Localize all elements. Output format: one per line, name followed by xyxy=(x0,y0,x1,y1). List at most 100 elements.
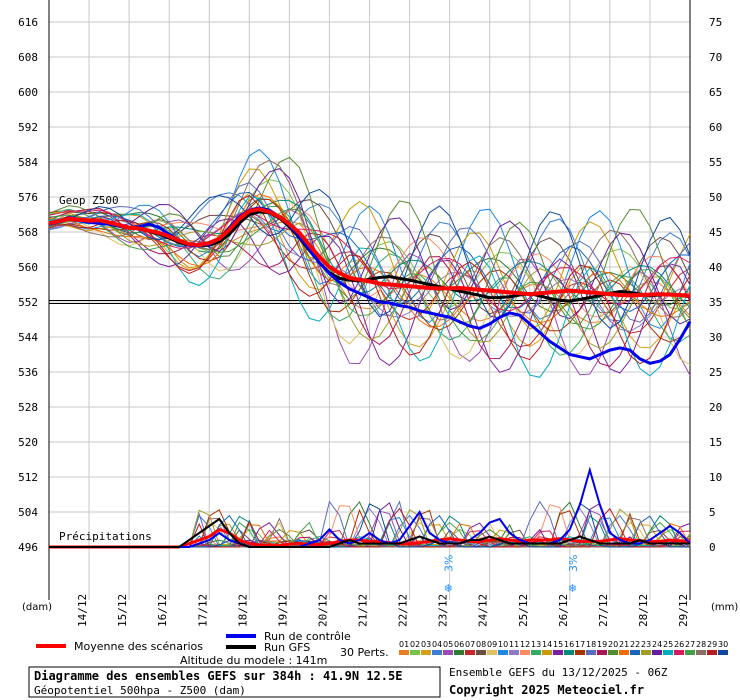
pert-line xyxy=(48,207,691,367)
y-left-tick-label: 568 xyxy=(18,226,38,239)
pert-swatch xyxy=(531,650,541,655)
y-left-tick-label: 496 xyxy=(18,541,38,554)
x-tick-label: 14/12 xyxy=(76,594,89,627)
pert-number: 19 xyxy=(597,640,607,649)
pert-line xyxy=(48,168,691,325)
pert-number: 15 xyxy=(553,640,563,649)
pert-swatch xyxy=(718,650,728,655)
legend-control: Run de contrôle xyxy=(264,630,351,643)
y-left-tick-label: 608 xyxy=(18,51,38,64)
x-tick-label: 29/12 xyxy=(677,594,690,627)
y-left-tick-label: 544 xyxy=(18,331,38,344)
x-tick-label: 22/12 xyxy=(397,594,410,627)
pert-swatch xyxy=(696,650,706,655)
pert-swatch xyxy=(608,650,618,655)
y-left-tick-label: 528 xyxy=(18,401,38,414)
x-tick-label: 26/12 xyxy=(557,594,570,627)
pert-line xyxy=(48,159,691,321)
x-tick-label: 15/12 xyxy=(116,594,129,627)
pert-number: 30 xyxy=(718,640,728,649)
x-tick-label: 18/12 xyxy=(236,594,249,627)
pert-swatch xyxy=(399,650,409,655)
pert-line xyxy=(48,188,691,329)
pert-swatch xyxy=(641,650,651,655)
pert-swatch xyxy=(487,650,497,655)
pert-swatch xyxy=(564,650,574,655)
pert-number: 20 xyxy=(608,640,618,649)
pert-number: 04 xyxy=(432,640,442,649)
run-info: Ensemble GEFS du 13/12/2025 - 06Z xyxy=(449,666,668,679)
pert-number: 08 xyxy=(476,640,486,649)
snow-percent-label: 3% xyxy=(443,555,456,572)
y-left-tick-label: 560 xyxy=(18,261,38,274)
pert-line xyxy=(48,219,691,349)
pert-number: 03 xyxy=(421,640,431,649)
series-line xyxy=(48,206,692,365)
precip-label: Précipitations xyxy=(59,530,152,543)
y-left-tick-label: 512 xyxy=(18,471,38,484)
y-left-tick-label: 504 xyxy=(18,506,38,519)
x-tick-label: 23/12 xyxy=(437,594,450,627)
pert-line xyxy=(48,195,691,378)
y-left-tick-label: 584 xyxy=(18,156,38,169)
snowflake-icon: ❄ xyxy=(568,582,577,595)
y-right-tick-label: 15 xyxy=(709,436,722,449)
pert-number: 07 xyxy=(465,640,475,649)
x-tick-label: 17/12 xyxy=(196,594,209,627)
y-left-tick-label: 576 xyxy=(18,191,38,204)
pert-swatch xyxy=(509,650,519,655)
pert-number: 09 xyxy=(487,640,497,649)
left-axis-ticks: 616 608 600 592 584 576 568 560 552 544 536 528 520 5… xyxy=(18,16,38,554)
pert-line xyxy=(48,156,691,325)
y-right-tick-label: 0 xyxy=(709,541,716,554)
pert-number: 17 xyxy=(575,640,585,649)
x-tick-label: 24/12 xyxy=(477,594,490,627)
info-box xyxy=(28,666,441,698)
y-right-tick-label: 5 xyxy=(709,506,716,519)
x-tick-label: 16/12 xyxy=(156,594,169,627)
pert-swatch xyxy=(685,650,695,655)
legend-perts: 30 Perts. xyxy=(340,646,389,659)
pert-number: 18 xyxy=(586,640,596,649)
pert-number: 12 xyxy=(520,640,530,649)
y-left-tick-label: 600 xyxy=(18,86,38,99)
geop-label: Geop Z500 xyxy=(59,194,119,207)
pert-number: 13 xyxy=(531,640,541,649)
pert-swatch xyxy=(465,650,475,655)
pert-number: 11 xyxy=(509,640,519,649)
y-right-tick-label: 20 xyxy=(709,401,722,414)
precip-series-line xyxy=(49,517,690,548)
y-right-tick-label: 50 xyxy=(709,191,722,204)
pert-number: 06 xyxy=(454,640,464,649)
y-right-tick-label: 30 xyxy=(709,331,722,344)
x-tick-label: 28/12 xyxy=(637,594,650,627)
snow-percent-label: 3% xyxy=(567,555,580,572)
pert-swatch xyxy=(542,650,552,655)
pert-number: 14 xyxy=(542,640,552,649)
chart-title: Diagramme des ensembles GEFS sur 384h : … xyxy=(34,669,402,683)
series-line xyxy=(48,207,691,298)
y-right-tick-label: 70 xyxy=(709,51,722,64)
legend-mean: Moyenne des scénarios xyxy=(74,640,203,653)
altitude-text: Altitude du modele : 141m xyxy=(180,654,327,667)
y-left-tick-label: 520 xyxy=(18,436,38,449)
y-left-tick-label: 616 xyxy=(18,16,38,29)
y-left-tick-label: 536 xyxy=(18,366,38,379)
copyright: Copyright 2025 Meteociel.fr xyxy=(449,683,644,697)
pert-line xyxy=(48,182,691,323)
y-right-tick-label: 60 xyxy=(709,121,722,134)
x-tick-label: 27/12 xyxy=(597,594,610,627)
pert-line xyxy=(48,208,691,342)
y-right-tick-label: 10 xyxy=(709,471,722,484)
x-tick-label: 19/12 xyxy=(276,594,289,627)
pert-swatch xyxy=(520,650,530,655)
pert-swatch xyxy=(575,650,585,655)
main-series-lines xyxy=(48,206,692,365)
pert-number: 10 xyxy=(498,640,508,649)
pert-number: 28 xyxy=(696,640,706,649)
pert-line xyxy=(48,191,691,313)
pert-swatch xyxy=(476,650,486,655)
pert-number: 01 xyxy=(399,640,409,649)
y-right-unit: (mm) xyxy=(711,602,738,613)
